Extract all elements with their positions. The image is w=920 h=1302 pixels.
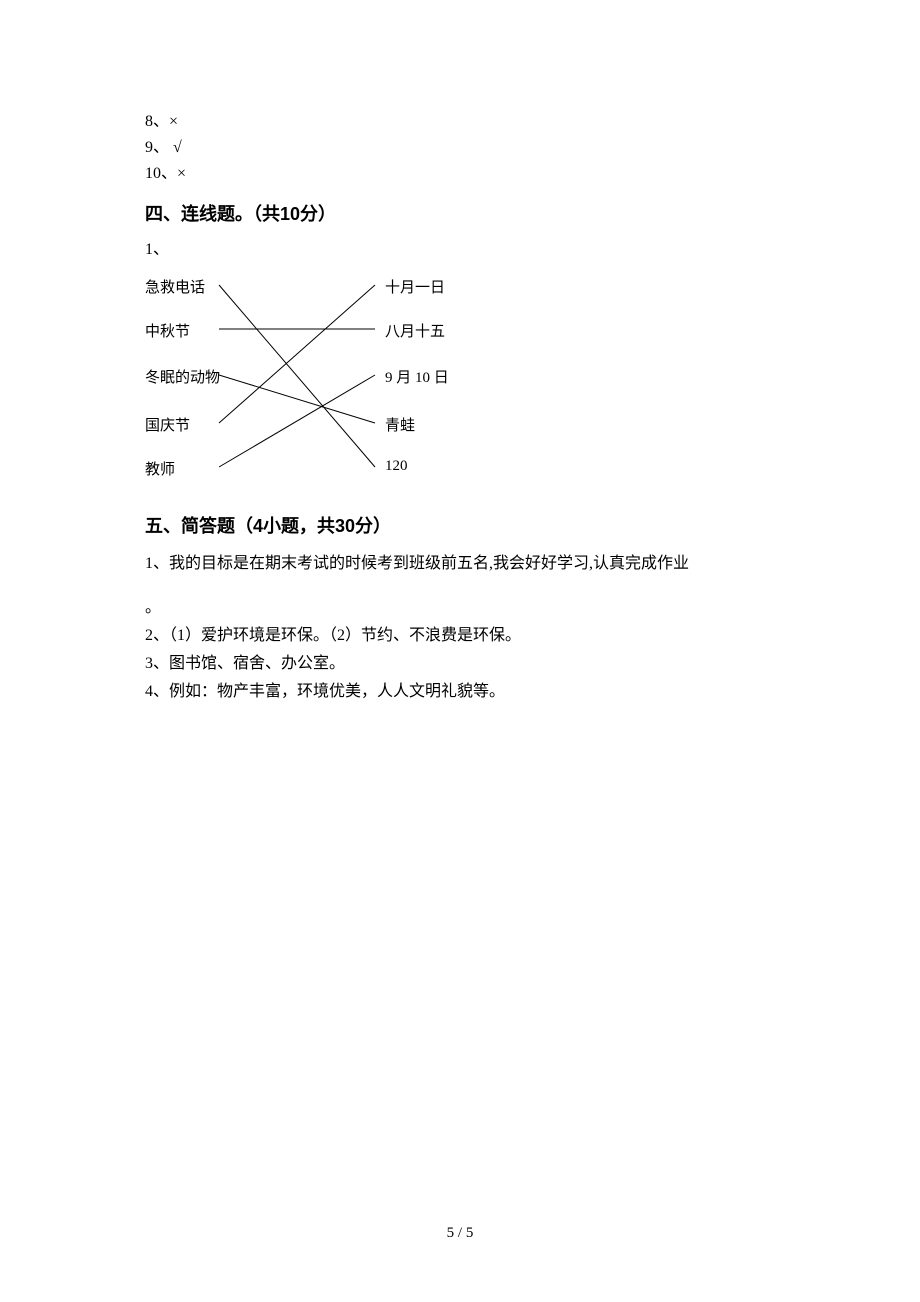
matching-right-item: 青蛙 bbox=[385, 414, 465, 435]
matching-left-item: 中秋节 bbox=[145, 320, 190, 341]
answer-line: 4、例如：物产丰富，环境优美，人人文明礼貌等。 bbox=[145, 678, 775, 706]
matching-line bbox=[219, 375, 375, 423]
section5-heading: 五、简答题（4小题，共30分） bbox=[145, 512, 775, 538]
answer-line: 1、我的目标是在期末考试的时候考到班级前五名,我会好好学习,认真完成作业 bbox=[145, 550, 775, 578]
answer-line: 10、× bbox=[145, 162, 775, 186]
section4-lead: 1、 bbox=[145, 238, 775, 262]
matching-right-item: 120 bbox=[385, 458, 465, 475]
matching-left-item: 国庆节 bbox=[145, 414, 190, 435]
answer-line: 9、 √ bbox=[145, 136, 775, 160]
section4-heading: 四、连线题。（共10分） bbox=[145, 200, 775, 226]
matching-line bbox=[219, 285, 375, 467]
answer-line: 2、（1）爱护环境是环保。（2）节约、不浪费是环保。 bbox=[145, 622, 775, 650]
answer-line: 3、图书馆、宿舍、办公室。 bbox=[145, 650, 775, 678]
answer-line: 8、× bbox=[145, 110, 775, 134]
matching-left-item: 急救电话 bbox=[145, 276, 205, 297]
matching-diagram: 急救电话中秋节冬眠的动物国庆节教师 十月一日八月十五 9 月 10 日青蛙 120 bbox=[145, 268, 465, 498]
matching-left-item: 教师 bbox=[145, 458, 175, 479]
matching-left-item: 冬眠的动物 bbox=[145, 366, 220, 387]
matching-right-item: 十月一日 bbox=[385, 276, 465, 297]
matching-line bbox=[219, 375, 375, 467]
matching-line bbox=[219, 285, 375, 423]
page-content: 8、× 9、 √ 10、× 四、连线题。（共10分） 1、 急救电话中秋节冬眠的… bbox=[145, 110, 775, 706]
matching-right-item: 八月十五 bbox=[385, 320, 465, 341]
matching-right-item: 9 月 10 日 bbox=[385, 366, 465, 387]
page-footer: 5 / 5 bbox=[0, 1225, 920, 1242]
section5-answers: 1、我的目标是在期末考试的时候考到班级前五名,我会好好学习,认真完成作业 。 2… bbox=[145, 550, 775, 706]
answer-line: 。 bbox=[145, 594, 775, 622]
top-answers-block: 8、× 9、 √ 10、× bbox=[145, 110, 775, 186]
